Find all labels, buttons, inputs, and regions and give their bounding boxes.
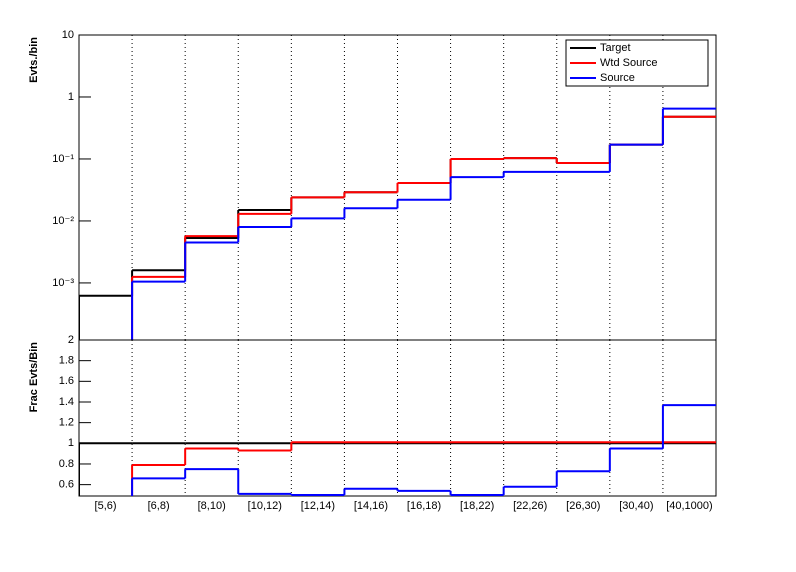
x-tick-label: [18,22) (460, 500, 494, 512)
y-tick-label: 2 (68, 334, 74, 346)
x-tick-label: [10,12) (248, 500, 282, 512)
x-tick-label: [30,40) (619, 500, 653, 512)
x-tick-label: [40,1000) (666, 500, 712, 512)
y-tick-label: 10⁻² (52, 215, 74, 227)
plot-frame (78, 339, 717, 497)
y-tick-label: 10⁻¹ (52, 153, 74, 165)
x-tick-label: [16,18) (407, 500, 441, 512)
x-tick-label: [14,16) (354, 500, 388, 512)
y-tick-label: 1.6 (59, 375, 74, 387)
y-tick-label: 1 (68, 91, 74, 103)
legend-label: Wtd Source (600, 57, 657, 69)
x-tick-label: [8,10) (198, 500, 226, 512)
x-tick-label: [6,8) (148, 500, 170, 512)
x-tick-label: [26,30) (566, 500, 600, 512)
y-tick-label: 1 (68, 437, 74, 449)
y-axis-label: Frac Evts/Bin (28, 342, 40, 413)
y-tick-label: 0.6 (59, 479, 74, 491)
y-tick-label: 1.2 (59, 417, 74, 429)
y-tick-label: 10 (62, 29, 74, 41)
y-axis-label: Evts./bin (28, 37, 40, 83)
y-tick-label: 0.8 (59, 458, 74, 470)
x-tick-label: [22,26) (513, 500, 547, 512)
x-tick-label: [5,6) (95, 500, 117, 512)
legend-label: Target (600, 42, 631, 54)
y-tick-label: 10⁻³ (52, 277, 74, 289)
legend-label: Source (600, 72, 635, 84)
y-tick-label: 1.4 (59, 396, 74, 408)
x-tick-label: [12,14) (301, 500, 335, 512)
y-tick-label: 1.8 (59, 355, 74, 367)
